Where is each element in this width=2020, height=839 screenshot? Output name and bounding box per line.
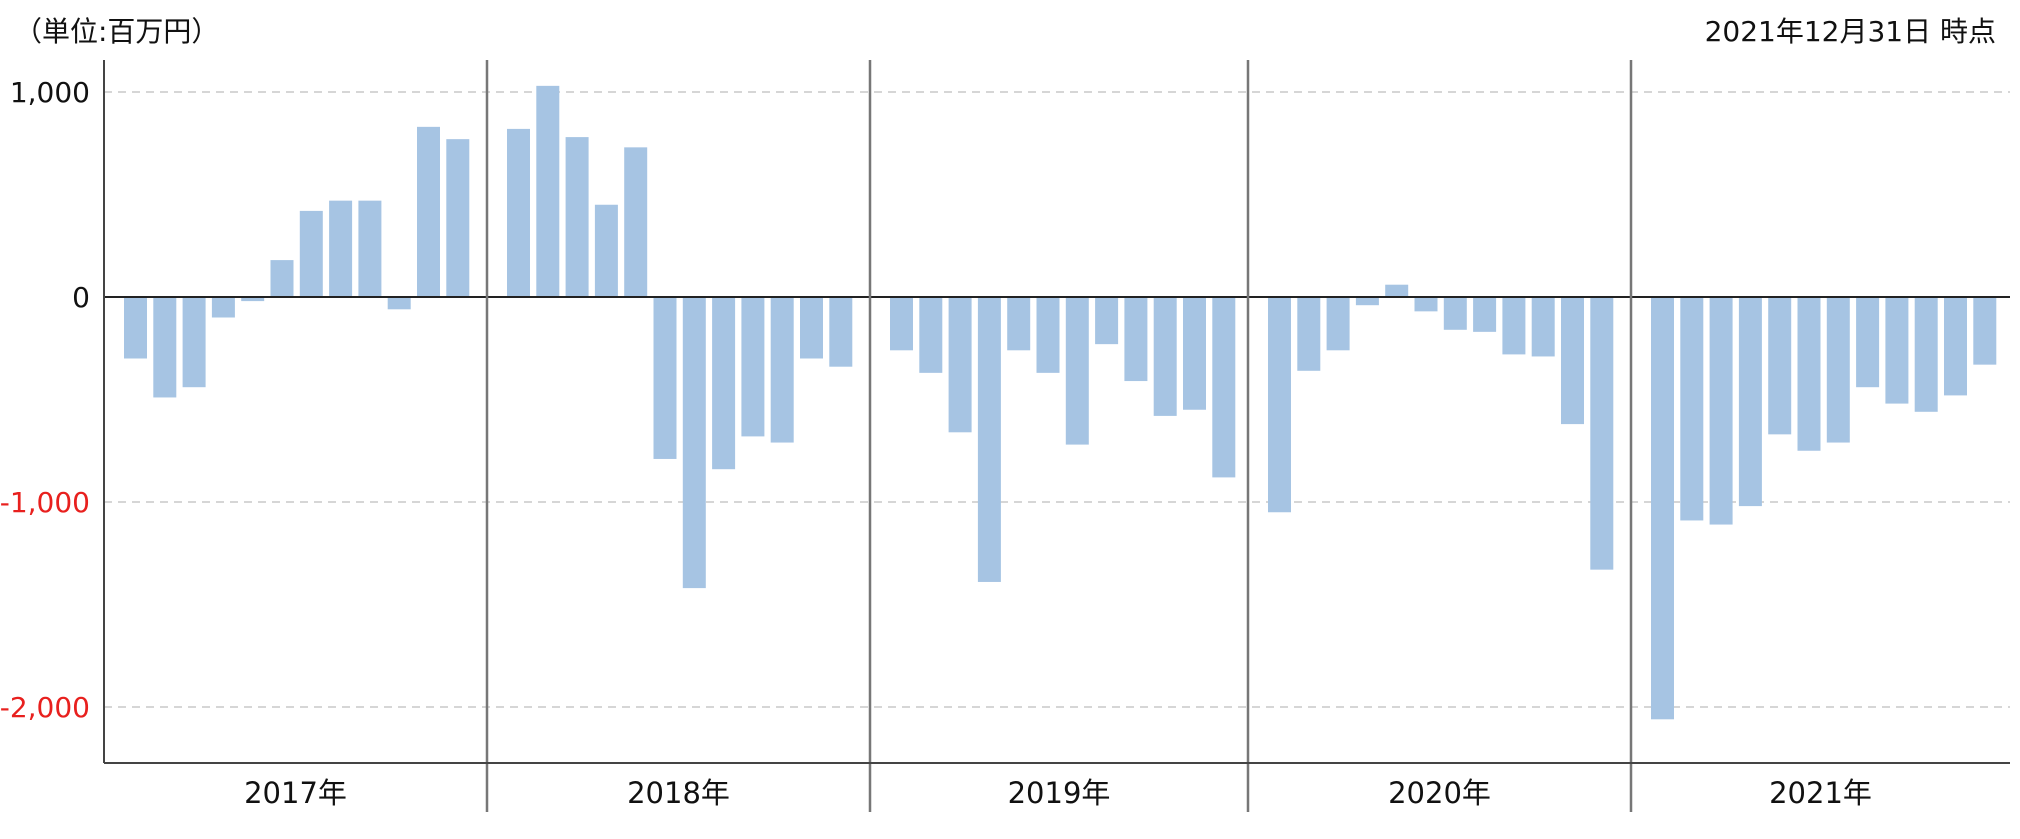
bar bbox=[1183, 297, 1206, 410]
bar bbox=[1561, 297, 1584, 424]
bar bbox=[1651, 297, 1674, 719]
bar bbox=[417, 127, 440, 297]
bar bbox=[1739, 297, 1762, 506]
bar bbox=[1473, 297, 1496, 332]
bar bbox=[1385, 285, 1408, 297]
bar bbox=[153, 297, 176, 397]
bar bbox=[1798, 297, 1821, 451]
bar bbox=[536, 86, 559, 297]
bar bbox=[183, 297, 206, 387]
bar bbox=[919, 297, 942, 373]
bar bbox=[1124, 297, 1147, 381]
bar bbox=[1095, 297, 1118, 344]
bar bbox=[1768, 297, 1791, 434]
bar bbox=[1444, 297, 1467, 330]
bar bbox=[890, 297, 913, 350]
bar bbox=[1944, 297, 1967, 395]
bar bbox=[329, 201, 352, 297]
x-category-label: 2018年 bbox=[627, 776, 730, 810]
bar bbox=[212, 297, 235, 318]
bar bbox=[1680, 297, 1703, 520]
bar bbox=[683, 297, 706, 588]
bar bbox=[829, 297, 852, 367]
bar bbox=[358, 201, 381, 297]
y-tick-label: 0 bbox=[72, 281, 90, 314]
bar bbox=[978, 297, 1001, 582]
bar bbox=[654, 297, 677, 459]
x-category-label: 2019年 bbox=[1008, 776, 1111, 810]
bar bbox=[1268, 297, 1291, 512]
bar bbox=[1154, 297, 1177, 416]
bar bbox=[1356, 297, 1379, 305]
bar bbox=[1066, 297, 1089, 445]
bar bbox=[771, 297, 794, 443]
bar bbox=[124, 297, 147, 359]
x-category-label: 2020年 bbox=[1388, 776, 1491, 810]
y-tick-label: 1,000 bbox=[10, 76, 90, 109]
bar bbox=[1827, 297, 1850, 443]
bar bbox=[1532, 297, 1555, 356]
x-category-label: 2017年 bbox=[244, 776, 347, 810]
bar bbox=[1915, 297, 1938, 412]
y-tick-label: -2,000 bbox=[0, 691, 90, 724]
bar bbox=[507, 129, 530, 297]
bar bbox=[388, 297, 411, 309]
bar bbox=[1415, 297, 1438, 311]
bar bbox=[271, 260, 294, 297]
bar bbox=[595, 205, 618, 297]
bar bbox=[1856, 297, 1879, 387]
bar bbox=[712, 297, 735, 469]
bar bbox=[1007, 297, 1030, 350]
bar bbox=[1297, 297, 1320, 371]
bar bbox=[1327, 297, 1350, 350]
bar bbox=[1212, 297, 1235, 477]
bar bbox=[624, 147, 647, 297]
bar bbox=[741, 297, 764, 436]
x-category-label: 2021年 bbox=[1769, 776, 1872, 810]
bar bbox=[1590, 297, 1613, 570]
bar bbox=[1973, 297, 1996, 365]
y-tick-label: -1,000 bbox=[0, 486, 90, 519]
bar bbox=[949, 297, 972, 432]
bar bbox=[1502, 297, 1525, 354]
bar bbox=[566, 137, 589, 297]
bar bbox=[800, 297, 823, 359]
bar bbox=[1710, 297, 1733, 525]
bar bbox=[300, 211, 323, 297]
bar bbox=[1885, 297, 1908, 404]
bar bbox=[1037, 297, 1060, 373]
bar bbox=[446, 139, 469, 297]
